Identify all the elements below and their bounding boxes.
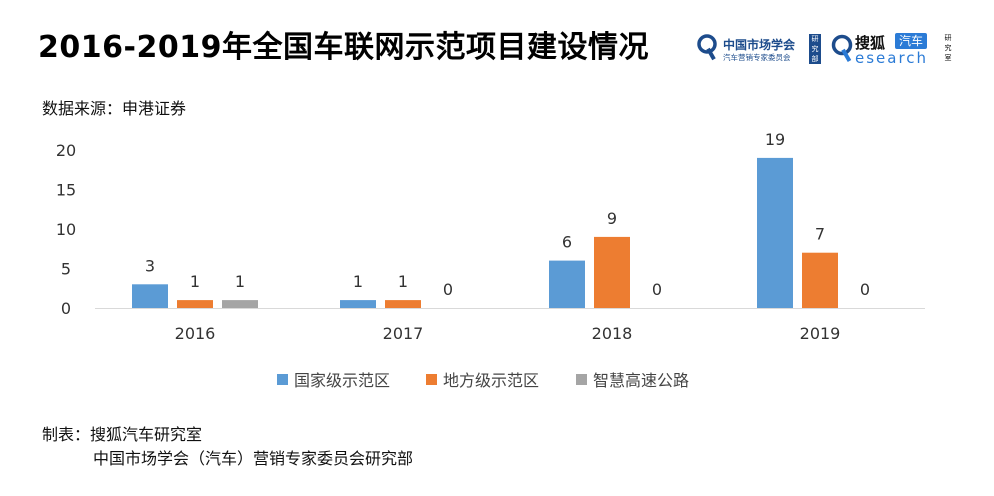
bar-3-1 (802, 252, 838, 308)
cma-logo-subtitle: 汽车营销专家委员会 (723, 53, 791, 62)
x-tick-label: 2018 (592, 324, 633, 343)
data-source: 数据来源：申港证券 (42, 99, 187, 118)
legend-label: 地方级示范区 (443, 371, 539, 390)
legend-swatch (426, 374, 437, 385)
data-label: 1 (235, 272, 245, 291)
bar-0-0 (132, 284, 168, 308)
bar-0-1 (177, 300, 213, 308)
x-tick-label: 2016 (175, 324, 216, 343)
cma-logo-icon (697, 34, 717, 61)
data-label: 7 (815, 225, 825, 244)
y-tick-label: 5 (61, 260, 71, 279)
data-label: 6 (562, 233, 572, 252)
sohu-logo-tag: 研究室 (944, 34, 952, 62)
data-label: 0 (652, 280, 662, 299)
bar-2-0 (549, 260, 585, 308)
data-label: 1 (353, 272, 363, 291)
data-label: 0 (443, 280, 453, 299)
data-label: 1 (190, 272, 200, 291)
data-label: 19 (765, 130, 785, 149)
legend-swatch (277, 374, 288, 385)
sohu-logo-word: esearch (855, 49, 929, 67)
y-tick-label: 20 (56, 141, 76, 160)
y-tick-label: 0 (61, 299, 71, 318)
cma-logo-tag: 研究部 (809, 34, 821, 64)
y-tick-label: 10 (56, 220, 76, 239)
legend-label: 国家级示范区 (294, 371, 390, 390)
data-label: 0 (860, 280, 870, 299)
bar-3-0 (757, 157, 793, 308)
bar-2-1 (594, 236, 630, 308)
x-tick-label: 2017 (383, 324, 424, 343)
credits: 制表：搜狐汽车研究室 中国市场学会（汽车）营销专家委员会研究部 (42, 423, 413, 471)
page-title: 2016-2019年全国车联网示范项目建设情况 (38, 30, 649, 65)
data-label: 3 (145, 256, 155, 275)
cma-logo: 中国市场学会 汽车营销专家委员会 研究部 (697, 34, 829, 66)
y-tick-label: 15 (56, 181, 76, 200)
legend-label: 智慧高速公路 (593, 371, 689, 390)
credits-line-1: 制表：搜狐汽车研究室 (42, 425, 203, 444)
bar-0-2 (222, 300, 258, 308)
bar-1-1 (385, 300, 421, 308)
data-label: 9 (607, 209, 617, 228)
bar-1-0 (340, 300, 376, 308)
logo-group: 中国市场学会 汽车营销专家委员会 研究部 搜狐 汽车 esearch 研究室 (697, 30, 957, 70)
data-label: 1 (398, 272, 408, 291)
x-tick-label: 2019 (800, 324, 841, 343)
cma-logo-name: 中国市场学会 (723, 38, 796, 52)
legend-swatch (576, 374, 587, 385)
sohu-logo-car: 汽车 (895, 33, 928, 49)
credits-line-2: 中国市场学会（汽车）营销专家委员会研究部 (93, 449, 414, 468)
sohu-auto-research-logo: 搜狐 汽车 esearch 研究室 (831, 30, 957, 70)
sohu-logo-icon (831, 34, 853, 63)
sohu-logo-name: 搜狐 (855, 34, 886, 52)
